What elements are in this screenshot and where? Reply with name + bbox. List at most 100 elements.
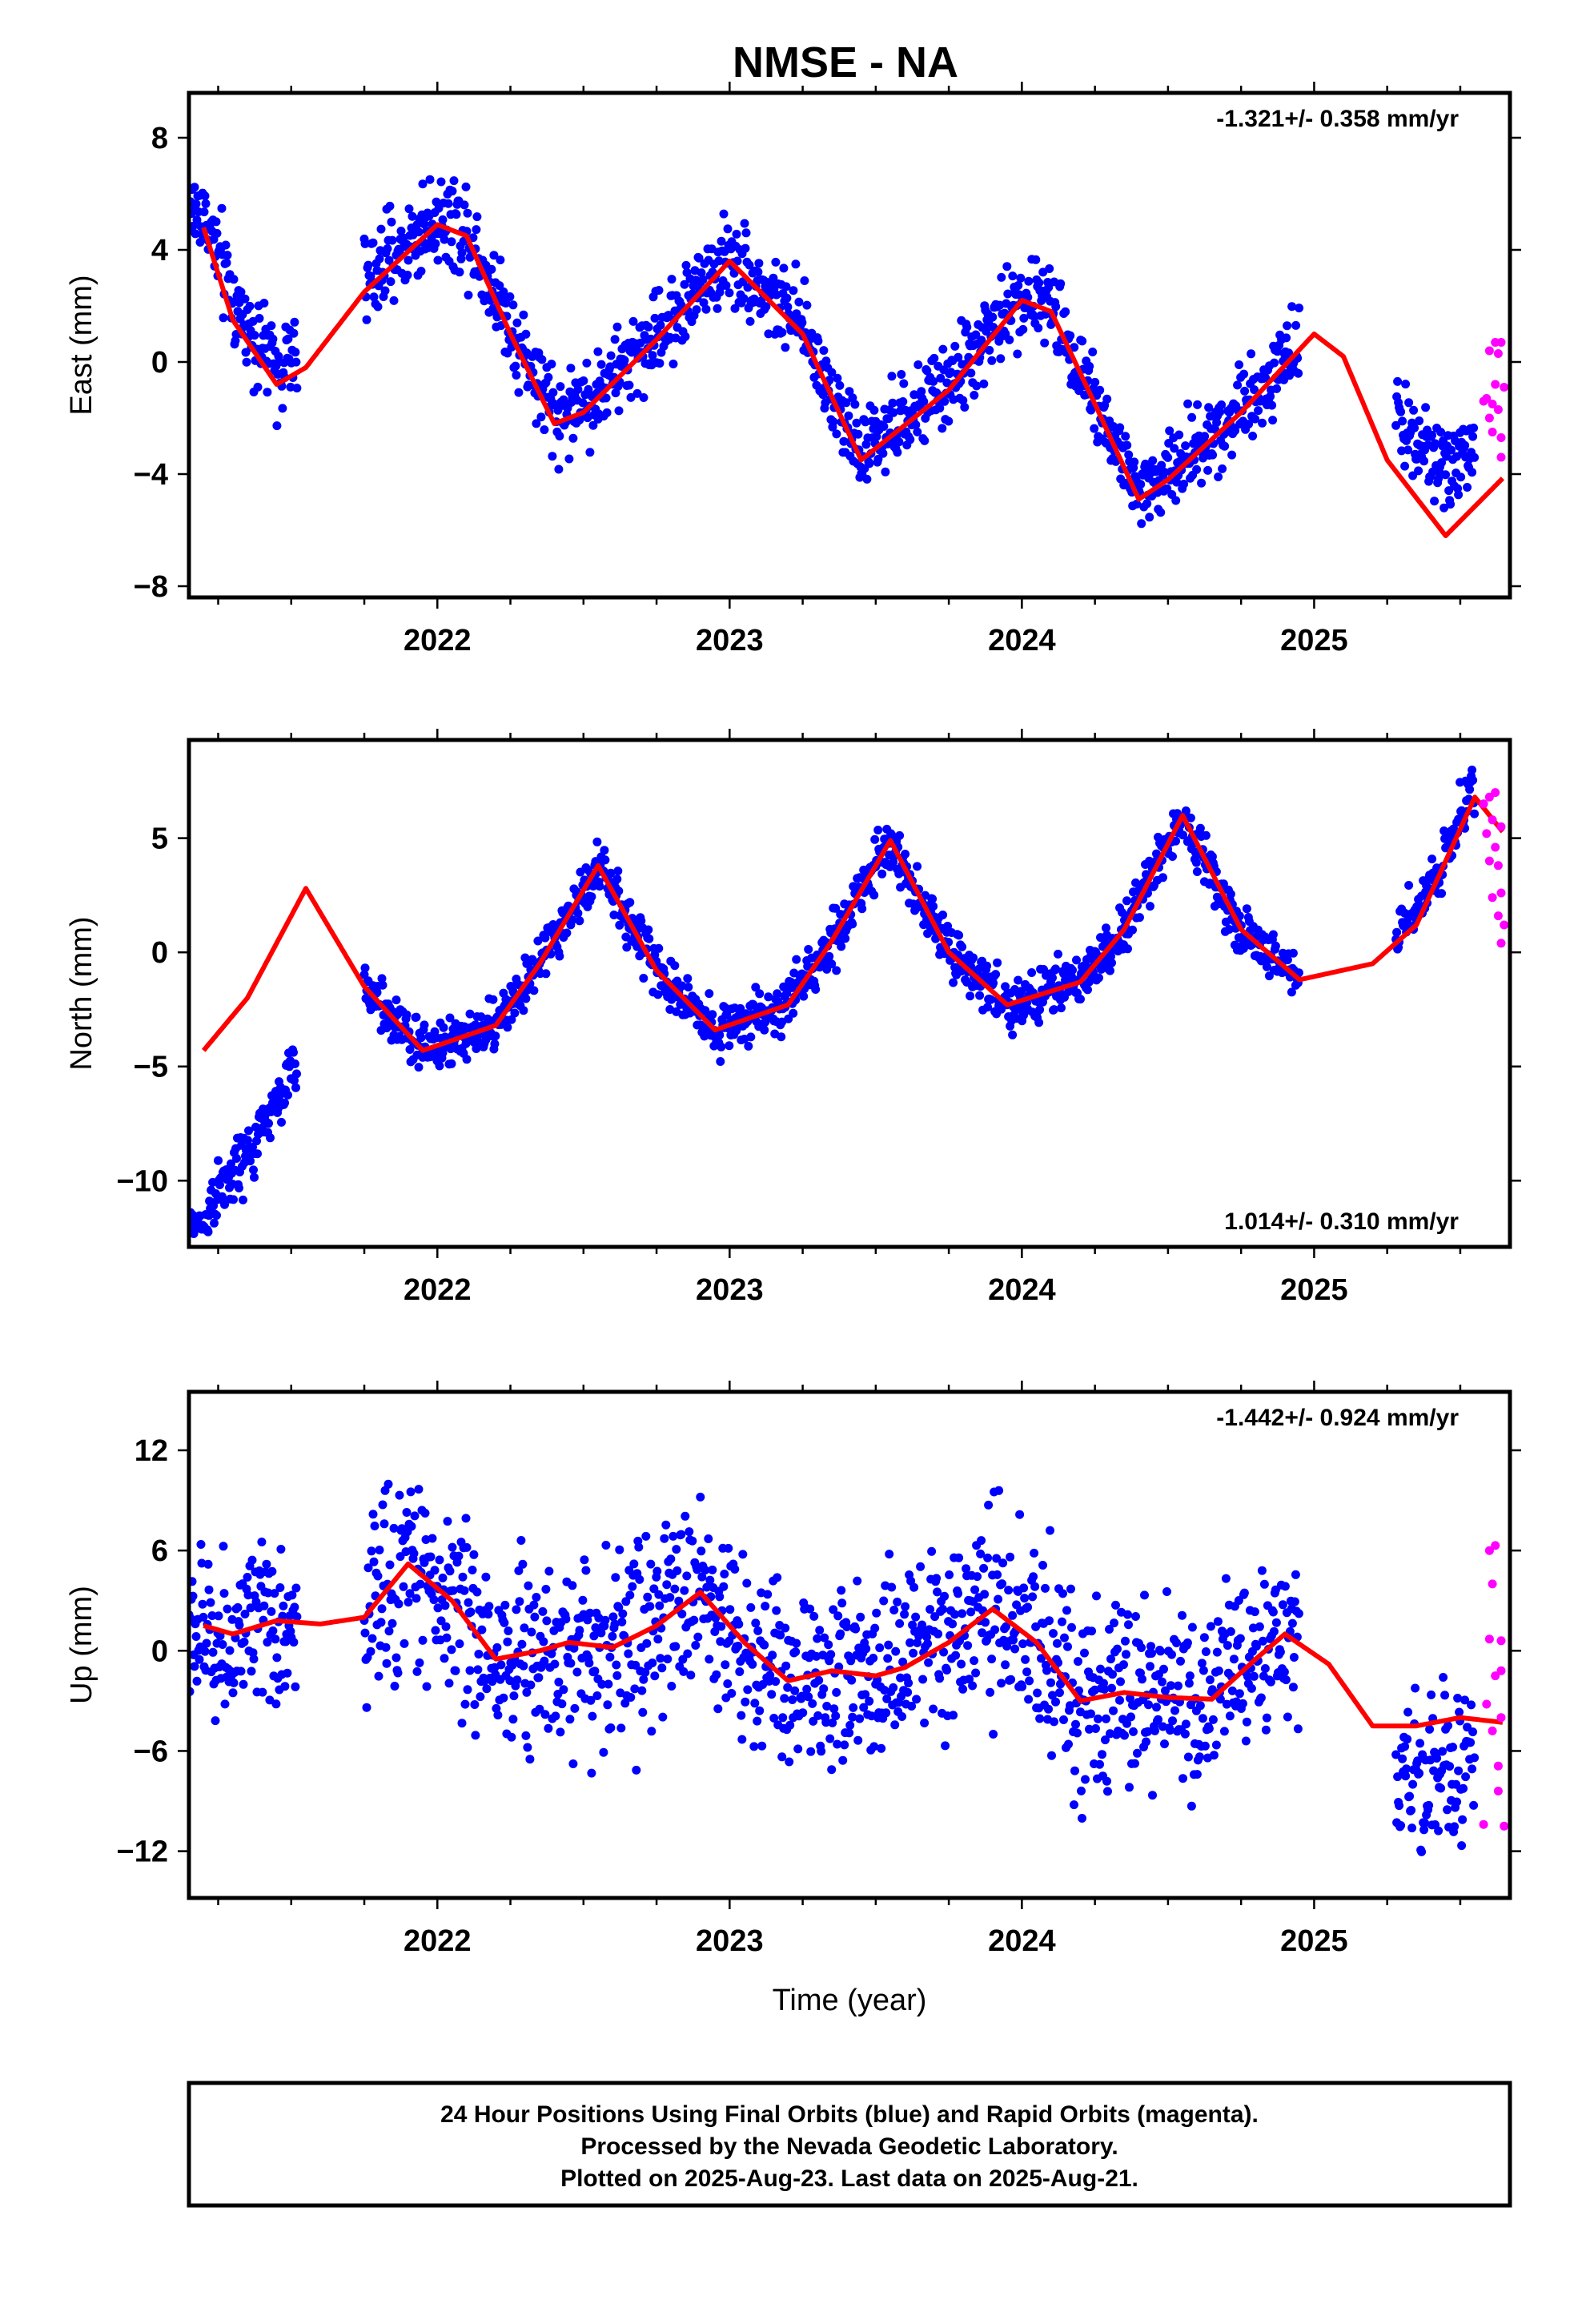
final-orbit-point: [1110, 1618, 1118, 1628]
final-orbit-point: [1468, 432, 1478, 441]
final-orbit-point: [1421, 403, 1431, 412]
final-orbit-point: [644, 925, 653, 935]
final-orbit-point: [853, 429, 863, 439]
final-orbit-point: [1233, 380, 1243, 390]
final-orbit-point: [573, 384, 583, 394]
final-orbit-point: [474, 1650, 484, 1659]
final-orbit-point: [447, 237, 456, 247]
final-orbit-point: [1251, 414, 1260, 424]
final-orbit-point: [529, 986, 539, 995]
final-orbit-point: [1391, 1750, 1401, 1759]
final-orbit-point: [958, 396, 968, 405]
final-orbit-point: [917, 387, 926, 396]
final-orbit-point: [382, 1659, 391, 1668]
final-orbit-point: [1293, 1724, 1303, 1734]
final-orbit-point: [521, 994, 531, 1003]
final-orbit-point: [791, 1647, 801, 1657]
final-orbit-point: [214, 1611, 223, 1621]
final-orbit-point: [1156, 1647, 1165, 1656]
final-orbit-point: [259, 299, 269, 308]
final-orbit-point: [972, 381, 982, 391]
final-orbit-point: [1018, 1682, 1027, 1691]
final-orbit-point: [1066, 331, 1075, 340]
final-orbit-point: [373, 1571, 383, 1581]
y-tick-label: −5: [134, 1051, 168, 1084]
final-orbit-point: [1142, 499, 1152, 509]
final-orbit-point: [612, 322, 622, 332]
final-orbit-point: [551, 1711, 560, 1721]
final-orbit-point: [1217, 400, 1227, 409]
final-orbit-point: [1192, 464, 1202, 474]
final-orbit-point: [605, 1652, 615, 1662]
rapid-orbit-point: [1500, 1821, 1509, 1831]
x-tick-label: 2022: [404, 1924, 472, 1958]
final-orbit-point: [845, 1728, 854, 1738]
final-orbit-point: [566, 364, 576, 373]
final-orbit-point: [258, 1687, 267, 1697]
final-orbit-point: [723, 1679, 733, 1688]
final-orbit-point: [472, 1587, 482, 1597]
final-orbit-point: [1130, 1759, 1139, 1768]
final-orbit-point: [458, 1572, 468, 1582]
final-orbit-point: [1090, 424, 1099, 433]
final-orbit-point: [610, 335, 620, 344]
final-orbit-point: [1466, 1738, 1476, 1747]
final-orbit-point: [833, 373, 842, 383]
final-orbit-point: [1262, 1713, 1271, 1723]
final-orbit-point: [400, 1638, 409, 1648]
final-orbit-point: [684, 983, 693, 992]
final-orbit-point: [1047, 1751, 1056, 1760]
final-orbit-point: [363, 1563, 373, 1573]
final-orbit-point: [670, 1584, 680, 1594]
final-orbit-point: [1150, 1726, 1159, 1735]
final-orbit-point: [958, 942, 967, 951]
final-orbit-point: [1191, 858, 1201, 867]
final-orbit-point: [1411, 1683, 1420, 1693]
final-orbit-point: [751, 983, 761, 992]
final-orbit-point: [195, 1655, 204, 1664]
final-orbit-point: [701, 304, 711, 314]
final-orbit-point: [1143, 1727, 1152, 1736]
final-orbit-point: [997, 1679, 1006, 1688]
final-orbit-point: [1154, 1715, 1162, 1724]
caption-line-3: Plotted on 2025-Aug-23. Last data on 202…: [560, 2165, 1138, 2192]
final-orbit-point: [769, 1714, 779, 1723]
final-orbit-point: [638, 1707, 648, 1717]
final-orbit-point: [791, 259, 801, 269]
final-orbit-point: [992, 1554, 1002, 1563]
final-orbit-point: [377, 974, 387, 983]
final-orbit-point: [832, 429, 841, 439]
final-orbit-point: [929, 376, 938, 386]
final-orbit-point: [862, 474, 872, 484]
final-orbit-point: [404, 1598, 413, 1607]
final-orbit-point: [686, 1671, 696, 1680]
final-orbit-point: [978, 1628, 987, 1638]
final-orbit-point: [1062, 1606, 1071, 1615]
final-orbit-point: [1171, 496, 1181, 505]
final-orbit-point: [691, 1641, 701, 1650]
rapid-orbit-point: [1491, 788, 1500, 798]
final-orbit-point: [1078, 1814, 1086, 1823]
final-orbit-point: [1441, 470, 1451, 480]
chart-title: NMSE - NA: [733, 38, 958, 86]
final-orbit-point: [918, 1675, 928, 1684]
final-orbit-point: [839, 436, 849, 446]
final-orbit-point: [1209, 1751, 1219, 1760]
final-orbit-point: [1183, 1752, 1193, 1762]
final-orbit-point: [980, 1590, 990, 1599]
final-orbit-point: [376, 1618, 386, 1627]
final-orbit-point: [991, 970, 1001, 979]
final-orbit-point: [215, 1631, 225, 1641]
final-orbit-point: [819, 346, 829, 356]
final-orbit-point: [1454, 1766, 1464, 1775]
final-orbit-point: [1396, 407, 1406, 416]
final-orbit-point: [781, 1623, 790, 1633]
final-orbit-point: [368, 1510, 378, 1519]
y-axis-label: North (mm): [65, 916, 98, 1070]
final-orbit-point: [905, 1638, 915, 1647]
final-orbit-point: [428, 1534, 437, 1543]
final-orbit-point: [1061, 307, 1070, 316]
final-orbit-point: [901, 1602, 910, 1611]
final-orbit-point: [1140, 1590, 1149, 1600]
plot-area: [189, 766, 1509, 1238]
